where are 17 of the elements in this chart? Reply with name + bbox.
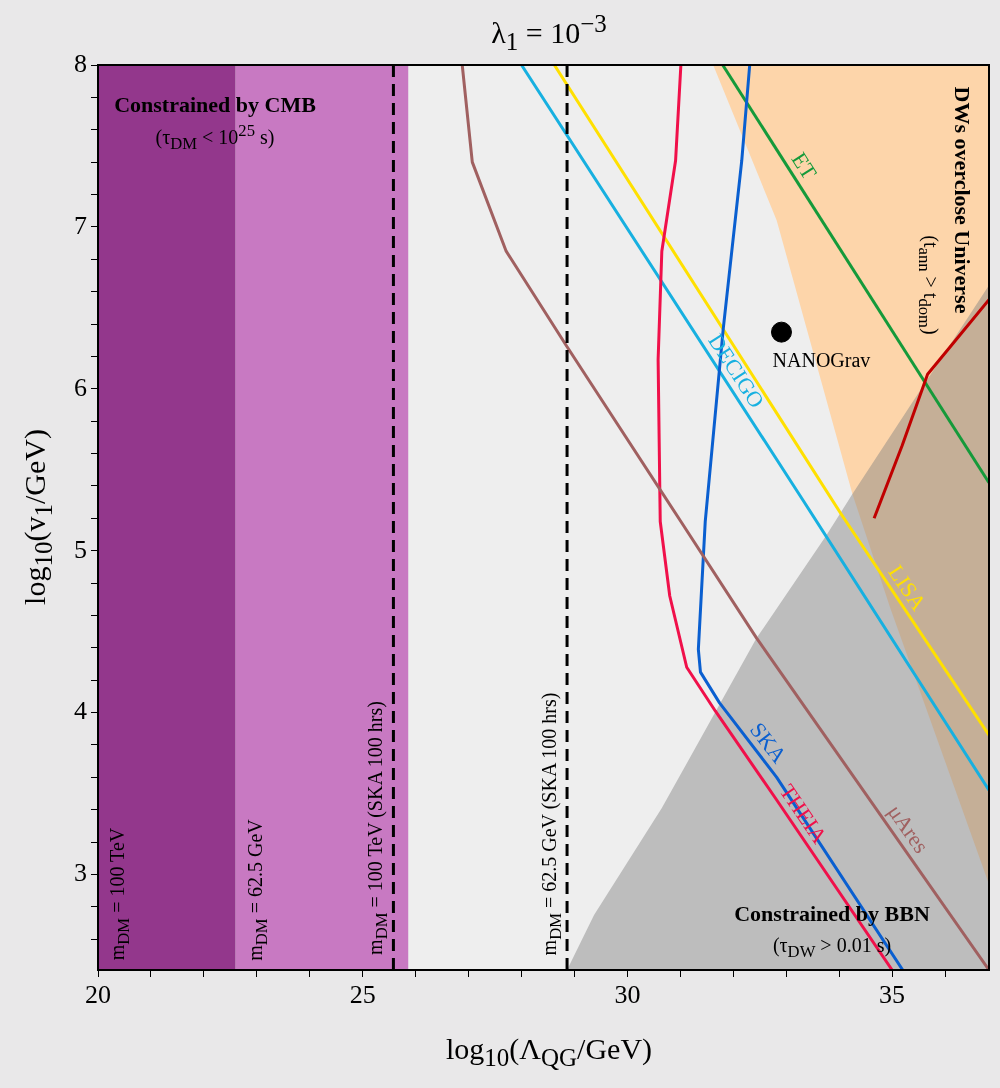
y-tick-label: 3	[74, 858, 87, 888]
annotation: Constrained by CMB	[114, 92, 316, 117]
series-label: NANOGrav	[772, 349, 871, 372]
text: ET	[786, 147, 822, 184]
x-tick-label: 25	[349, 980, 376, 1010]
x-axis-title: log$_{10}$(Λ$_{QG}$/GeV)	[445, 1032, 653, 1072]
y-tick-label: 7	[74, 210, 87, 240]
y-tick-label: 5	[74, 534, 87, 564]
y-tick-label: 8	[74, 48, 87, 78]
y-tick-label: 4	[74, 696, 87, 726]
x-tick-label: 30	[614, 980, 641, 1010]
annotation: DWs overclose Universe	[950, 86, 975, 314]
annotation: (τ$_{DM}$ < 10$^{25}$ s)	[155, 121, 275, 153]
y-tick-label: 6	[74, 372, 87, 402]
x-tick-label: 35	[879, 980, 906, 1010]
chart-title: λ$_{1}$ = 10$^{−3}$	[491, 10, 607, 56]
x-tick-label: 20	[85, 980, 111, 1010]
